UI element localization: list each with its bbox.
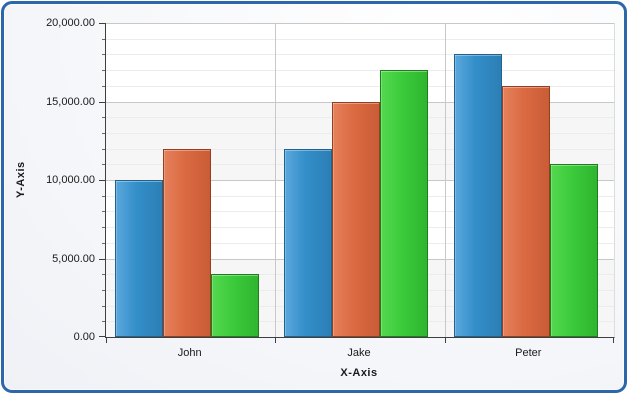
bar-peter-orange <box>501 85 550 337</box>
bar-john-green <box>211 274 259 337</box>
y-axis-minor-tick <box>102 274 105 276</box>
y-axis-tick-labels: 20,000.00 15,000.00 10,000.00 5,000.00 0.00 <box>0 17 95 343</box>
y-axis-major-tick <box>99 336 105 337</box>
y-axis-major-tick <box>99 101 105 103</box>
y-axis-minor-tick <box>102 227 105 229</box>
gridline-minor <box>106 85 614 87</box>
x-axis-tick <box>613 338 614 343</box>
x-category-label: John <box>177 347 202 359</box>
y-axis-minor-tick <box>102 148 105 150</box>
bar-john-blue <box>115 180 163 337</box>
category-separator <box>275 23 277 337</box>
x-category-label: Peter <box>515 347 542 359</box>
y-tick-label: 20,000.00 <box>46 17 95 29</box>
x-axis-title: X-Axis <box>340 367 378 379</box>
y-tick-label: 15,000.00 <box>46 95 95 108</box>
gridline-minor <box>106 54 614 56</box>
y-axis-minor-tick <box>102 70 105 72</box>
y-axis-minor-tick <box>102 211 105 213</box>
y-tick-label: 10,000.00 <box>46 174 95 186</box>
gridline-minor <box>106 38 614 40</box>
bar-jake-green <box>380 70 429 337</box>
y-axis-major-tick <box>99 23 105 24</box>
y-tick-label: 0.00 <box>73 331 95 343</box>
y-axis-major-tick <box>99 258 105 260</box>
gridline-minor <box>106 70 614 72</box>
bar-jake-orange <box>332 101 381 337</box>
y-axis-minor-tick <box>102 305 105 307</box>
bar-peter-blue <box>453 54 502 337</box>
y-axis-minor-tick <box>102 195 105 197</box>
y-tick-label: 5,000.00 <box>52 252 95 265</box>
gridline-major <box>106 23 614 24</box>
y-axis-minor-tick <box>102 54 105 56</box>
y-axis-minor-tick <box>102 132 105 134</box>
y-axis-minor-tick <box>102 85 105 87</box>
bar-jake-blue <box>284 148 333 337</box>
x-axis-tick <box>106 338 107 343</box>
y-axis-minor-tick <box>102 321 105 323</box>
y-axis-minor-tick <box>102 164 105 166</box>
y-axis-minor-tick <box>102 38 105 40</box>
y-axis-minor-tick <box>102 289 105 291</box>
x-axis-category-labels: John Jake Peter <box>105 346 613 360</box>
plot-area <box>99 23 615 343</box>
y-axis-major-tick <box>99 180 105 181</box>
y-axis-minor-tick <box>102 242 105 244</box>
x-axis-tick <box>275 338 277 343</box>
x-category-label: Jake <box>347 347 371 359</box>
bar-john-orange <box>163 148 211 337</box>
x-axis-tick <box>444 338 446 343</box>
y-axis-minor-tick <box>102 117 105 119</box>
bar-peter-green <box>549 164 598 337</box>
category-separator <box>444 23 446 337</box>
